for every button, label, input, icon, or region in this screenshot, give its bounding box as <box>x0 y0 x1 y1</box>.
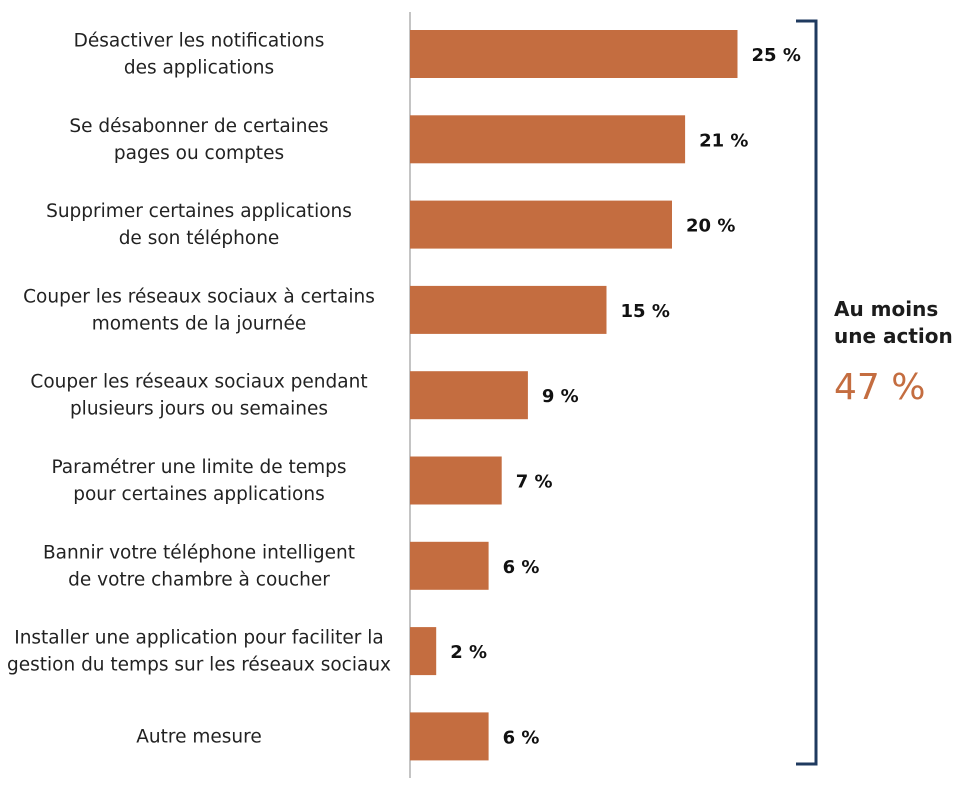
category-label-line: Couper les réseaux sociaux à certains <box>23 286 375 307</box>
category-label: Couper les réseaux sociaux à certains mom… <box>23 286 375 334</box>
category-label-line: Bannir votre téléphone intelligent <box>43 542 355 563</box>
category-label-line: Supprimer certaines applications <box>46 201 352 222</box>
value-label: 21 % <box>699 130 748 151</box>
value-label: 6 % <box>503 557 540 578</box>
bar <box>410 627 437 676</box>
value-label: 2 % <box>450 642 487 663</box>
category-label-line: Paramétrer une limite de temps <box>51 457 346 478</box>
category-label: Supprimer certaines applications de son t… <box>46 201 352 249</box>
bar <box>410 371 528 420</box>
value-label: 9 % <box>542 386 579 407</box>
summary-value: 47 % <box>834 367 926 408</box>
category-label: Autre mesure <box>136 726 261 747</box>
category-label-line: plusieurs jours ou semaines <box>70 399 328 420</box>
value-label: 25 % <box>752 45 801 66</box>
summary-title-line1: Au moins <box>834 297 939 321</box>
value-label: 15 % <box>621 301 670 322</box>
group-bracket <box>796 19 818 766</box>
category-label-line: Se désabonner de certaines <box>69 116 328 137</box>
category-label-line: Désactiver les notifications <box>74 31 325 52</box>
category-label: Paramétrer une limite de temps pour certa… <box>51 457 346 505</box>
category-label-line: pour certaines applications <box>73 484 324 505</box>
category-label-line: des applications <box>124 58 274 79</box>
value-label: 20 % <box>686 216 735 237</box>
bar <box>410 712 489 761</box>
summary-title-line2: une action <box>834 324 953 348</box>
bar <box>410 456 502 505</box>
category-label-line: Installer une application pour faciliter… <box>14 628 384 649</box>
category-label-line: Couper les réseaux sociaux pendant <box>30 372 367 393</box>
category-label-line: gestion du temps sur les réseaux sociaux <box>7 655 391 676</box>
bar <box>410 30 738 78</box>
category-label: Installer une application pour faciliter… <box>7 628 391 676</box>
category-label-line: de son téléphone <box>119 228 280 249</box>
value-label: 6 % <box>503 727 540 748</box>
category-label: Bannir votre téléphone intelligent de vot… <box>43 542 355 590</box>
bar <box>410 285 607 334</box>
bar <box>410 200 672 249</box>
category-label: Se désabonner de certaines pages ou compt… <box>69 116 328 164</box>
value-label: 7 % <box>516 472 553 493</box>
category-label-line: de votre chambre à coucher <box>68 569 330 590</box>
bar <box>410 541 489 590</box>
category-label: Couper les réseaux sociaux pendant plusie… <box>30 372 367 420</box>
summary-title: Au moins une action <box>834 296 969 350</box>
category-label-line: pages ou comptes <box>114 143 284 164</box>
category-label-line: moments de la journée <box>92 313 307 334</box>
bar <box>410 115 686 164</box>
category-label-line: Autre mesure <box>136 726 261 747</box>
category-label: Désactiver les notifications des applicat… <box>74 31 325 79</box>
